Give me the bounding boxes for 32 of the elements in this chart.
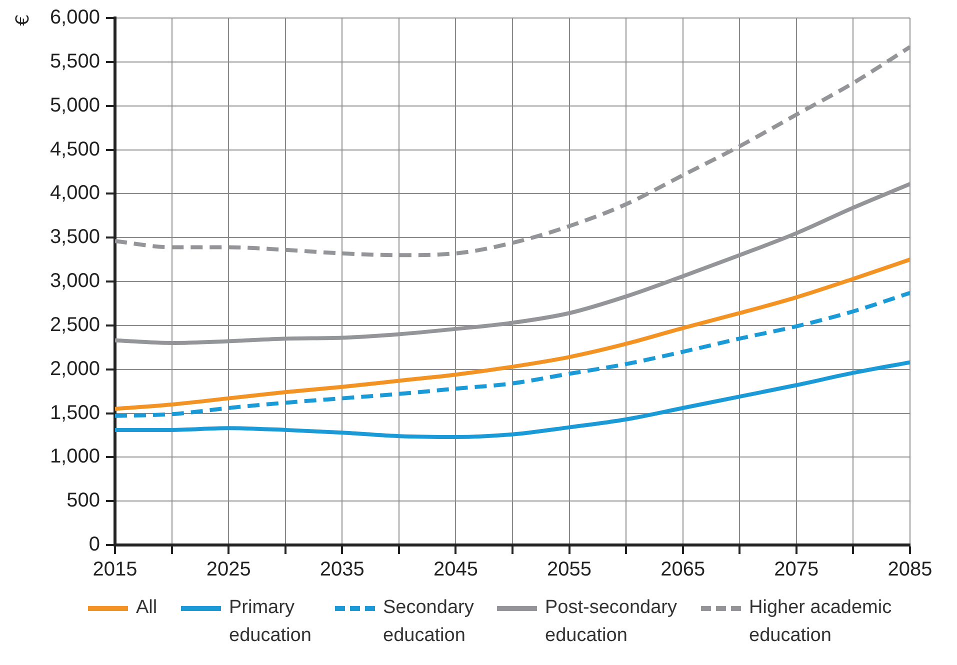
x-tick-label: 2055 [547,558,592,581]
x-tick-label: 2085 [888,558,932,581]
y-tick-label: 3,500 [50,226,100,248]
y-tick-label: 2,000 [50,358,100,380]
legend-label: Secondary education [383,596,475,648]
y-tick-label: 5,000 [50,94,100,116]
line-series [115,44,910,258]
y-tick-label: 0 [88,534,100,556]
line-series [115,182,910,345]
legend-label: All [136,596,158,620]
legend-label: Primary education [229,596,312,648]
y-tick-label: 500 [66,490,100,512]
x-tick-label: 2065 [660,558,706,581]
legend-label: Post-secondary education [545,596,678,648]
x-tick-label: 2025 [206,558,251,581]
line-series [115,360,910,439]
y-tick-label: 4,500 [50,138,100,160]
y-tick-label: 3,000 [50,270,100,292]
x-tick-label: 2075 [774,558,819,581]
x-tick-label: 2045 [433,558,478,581]
y-axis-title: € [12,14,34,26]
y-tick-label: 2,500 [50,314,100,336]
x-tick-label: 2015 [92,558,138,581]
y-tick-label: 5,500 [50,50,100,72]
y-tick-label: 6,000 [50,6,100,29]
x-tick-label: 2035 [320,558,364,581]
y-tick-label: 1,000 [50,446,100,468]
y-tick-label: 1,500 [50,402,100,424]
y-tick-label: 4,000 [50,182,100,204]
line-series [115,258,910,411]
legend-label: Higher academic education [749,596,893,648]
line-series [115,290,910,418]
